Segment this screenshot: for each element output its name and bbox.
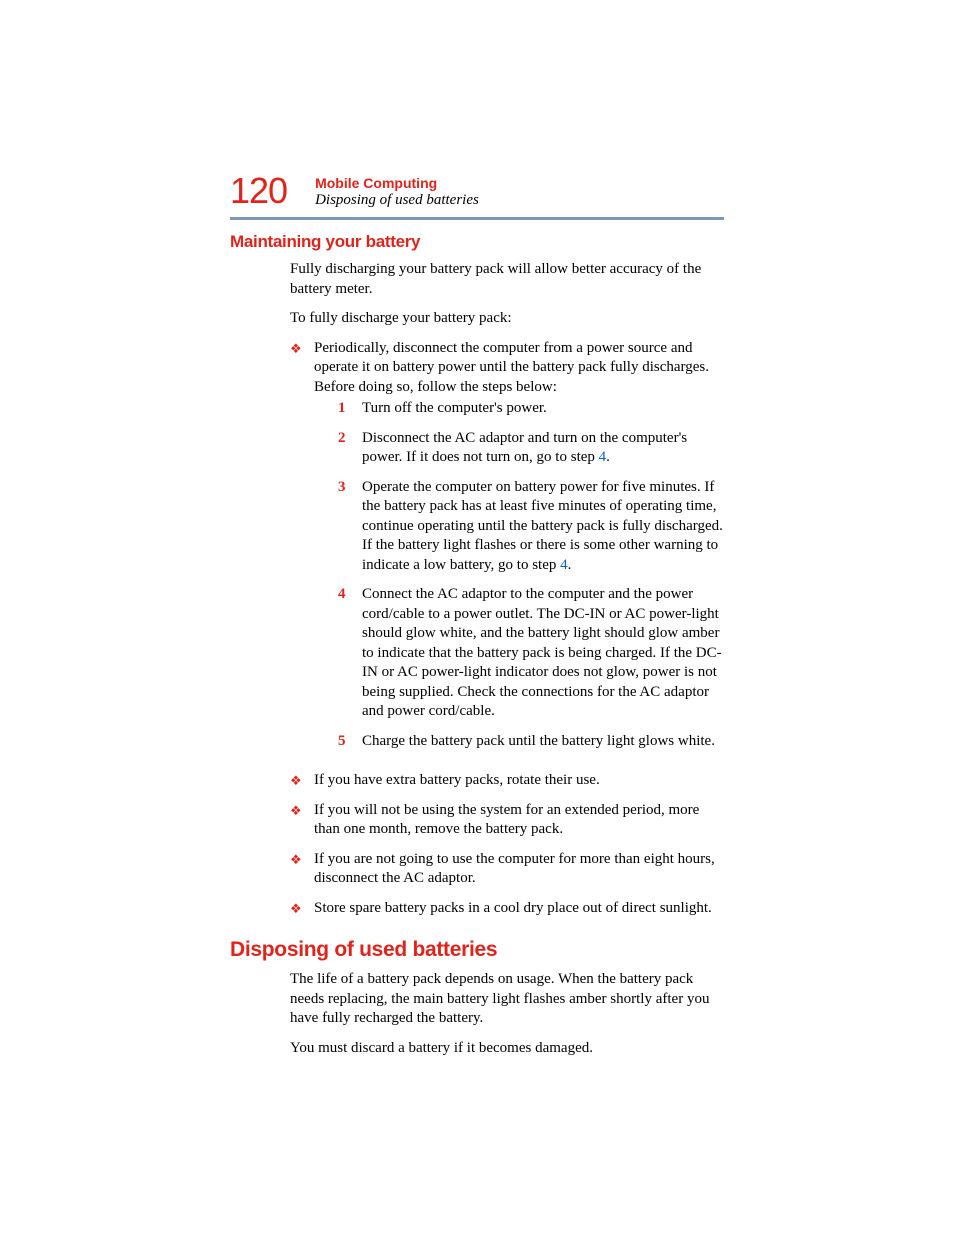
- step-text-part: .: [606, 449, 610, 465]
- step-text: Connect the AC adaptor to the computer a…: [362, 585, 724, 722]
- body-paragraph: You must discard a battery if it becomes…: [290, 1039, 724, 1059]
- section1-body: Fully discharging your battery pack will…: [290, 260, 724, 918]
- step-number: 3: [338, 478, 362, 498]
- bullet-text: Store spare battery packs in a cool dry …: [314, 899, 724, 919]
- bullet-item: ❖ If you are not going to use the comput…: [290, 850, 724, 889]
- step-crossref-link[interactable]: 4: [560, 557, 568, 573]
- bullet-item: ❖ If you will not be using the system fo…: [290, 801, 724, 840]
- step-number: 1: [338, 399, 362, 419]
- numbered-item: 3 Operate the computer on battery power …: [338, 478, 724, 576]
- page-number: 120: [230, 173, 287, 209]
- numbered-item: 1 Turn off the computer's power.: [338, 399, 724, 419]
- section2-body: The life of a battery pack depends on us…: [290, 970, 724, 1058]
- document-page: 120 Mobile Computing Disposing of used b…: [0, 0, 954, 1235]
- numbered-item: 4 Connect the AC adaptor to the computer…: [338, 585, 724, 722]
- numbered-item: 5 Charge the battery pack until the batt…: [338, 732, 724, 752]
- bullet-text: If you will not be using the system for …: [314, 801, 724, 840]
- body-paragraph: Fully discharging your battery pack will…: [290, 260, 724, 299]
- diamond-bullet-icon: ❖: [290, 901, 314, 918]
- bullet-item: ❖ If you have extra battery packs, rotat…: [290, 771, 724, 791]
- body-paragraph: The life of a battery pack depends on us…: [290, 970, 724, 1029]
- step-text: Disconnect the AC adaptor and turn on th…: [362, 429, 724, 468]
- bullet-item: ❖ Periodically, disconnect the computer …: [290, 339, 724, 762]
- header-titles: Mobile Computing Disposing of used batte…: [315, 175, 479, 209]
- step-number: 2: [338, 429, 362, 449]
- chapter-title: Mobile Computing: [315, 175, 479, 191]
- step-text: Charge the battery pack until the batter…: [362, 732, 724, 752]
- step-text-part: Disconnect the AC adaptor and turn on th…: [362, 430, 687, 466]
- bullet-text: If you have extra battery packs, rotate …: [314, 771, 724, 791]
- step-text: Turn off the computer's power.: [362, 399, 724, 419]
- step-number: 5: [338, 732, 362, 752]
- numbered-list: 1 Turn off the computer's power. 2 Disco…: [338, 399, 724, 751]
- numbered-item: 2 Disconnect the AC adaptor and turn on …: [338, 429, 724, 468]
- diamond-bullet-icon: ❖: [290, 852, 314, 869]
- section-heading-disposing: Disposing of used batteries: [230, 938, 724, 962]
- bullet-text: Periodically, disconnect the computer fr…: [314, 339, 724, 762]
- diamond-bullet-icon: ❖: [290, 803, 314, 820]
- page-header: 120 Mobile Computing Disposing of used b…: [230, 175, 724, 211]
- bullet-item: ❖ Store spare battery packs in a cool dr…: [290, 899, 724, 919]
- section-subtitle: Disposing of used batteries: [315, 192, 479, 209]
- diamond-bullet-icon: ❖: [290, 341, 314, 358]
- body-paragraph: To fully discharge your battery pack:: [290, 309, 724, 329]
- diamond-bullet-icon: ❖: [290, 773, 314, 790]
- bullet-content: Periodically, disconnect the computer fr…: [314, 340, 709, 395]
- step-text: Operate the computer on battery power fo…: [362, 478, 724, 576]
- step-number: 4: [338, 585, 362, 605]
- section-heading-maintaining: Maintaining your battery: [230, 232, 724, 252]
- bullet-list: ❖ Periodically, disconnect the computer …: [290, 339, 724, 919]
- bullet-text: If you are not going to use the computer…: [314, 850, 724, 889]
- step-text-part: .: [568, 557, 572, 573]
- header-divider: [230, 217, 724, 220]
- step-text-part: Operate the computer on battery power fo…: [362, 479, 723, 573]
